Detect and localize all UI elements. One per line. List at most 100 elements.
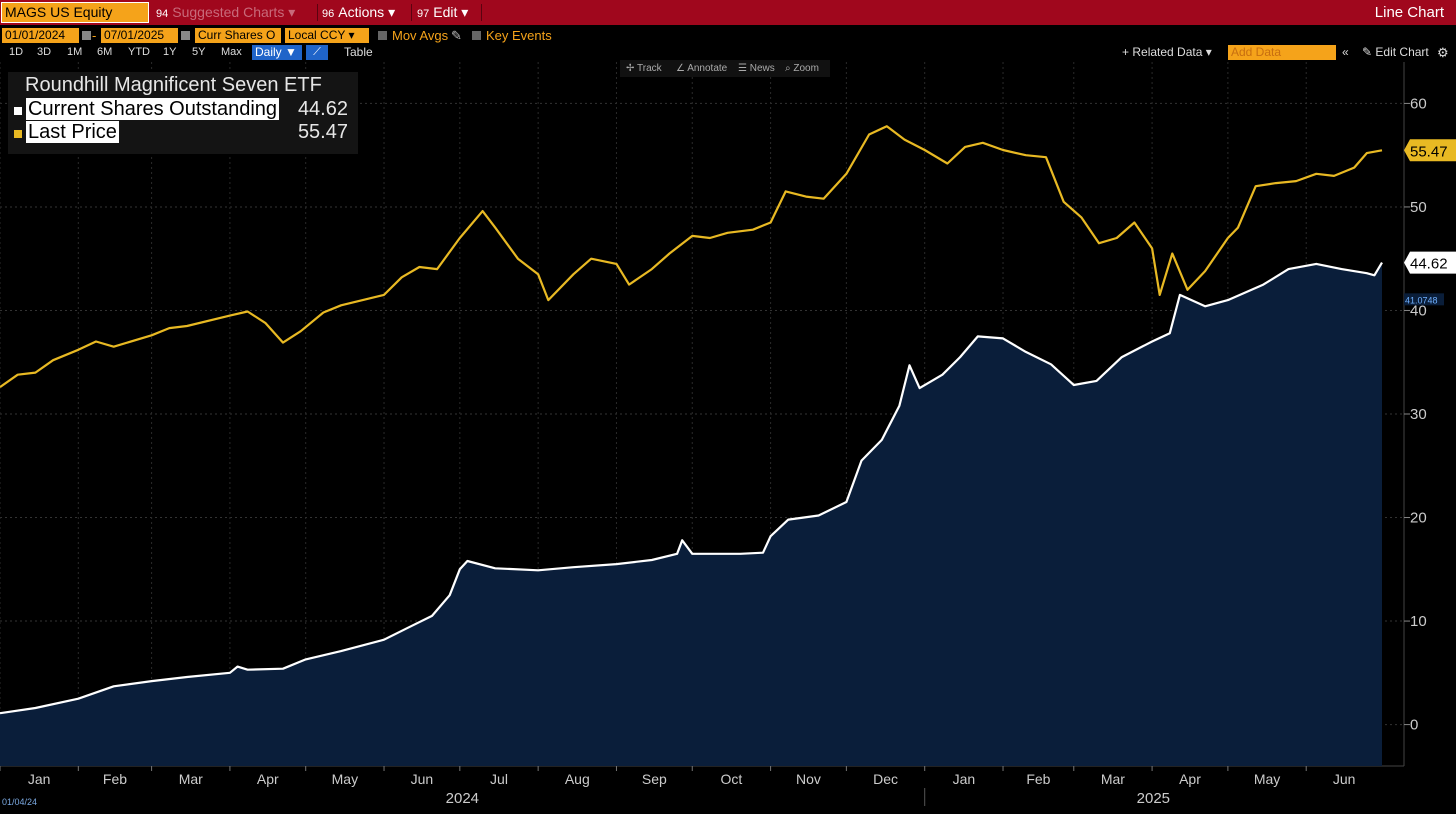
line-chart-icon[interactable]: ⟋ [306, 45, 328, 60]
toolbar-divider [411, 4, 412, 21]
field-select[interactable]: Curr Shares O [195, 28, 281, 43]
related-data-label: Related Data [1132, 45, 1203, 59]
key-events-checkbox[interactable] [472, 31, 481, 40]
mov-avgs-label: Mov Avgs [392, 28, 449, 43]
x-tick-label: May [1254, 771, 1280, 787]
edit-chart-button[interactable]: ✎ Edit Chart [1362, 45, 1429, 60]
ticker-input[interactable]: MAGS US Equity [1, 2, 149, 23]
x-tick-label: Jun [411, 771, 434, 787]
x-tick-label: Mar [179, 771, 203, 787]
year-label-2024: 2024 [446, 790, 479, 807]
currency-select-label: Local CCY [288, 28, 346, 42]
legend-value-price: 55.47 [297, 121, 348, 143]
chevron-down-icon: ▾ [1205, 45, 1212, 59]
last-value-tag-bg-shares [1404, 251, 1456, 274]
range-6m[interactable]: 6M [97, 46, 113, 58]
x-tick-label: Aug [565, 771, 590, 787]
pencil-icon[interactable]: ✎ [451, 28, 462, 43]
y-tick-label: 50 [1410, 199, 1427, 216]
mid-marker-bg [1404, 293, 1444, 306]
series-area-shares [0, 262, 1382, 766]
edit-number: 97 [417, 8, 430, 20]
track-tool[interactable]: ✢ Track [626, 61, 662, 76]
legend-label-shares: Current Shares Outstanding [26, 98, 280, 120]
y-tick-label: 40 [1410, 302, 1427, 319]
toolbar-divider [481, 4, 482, 21]
add-data-input[interactable]: Add Data [1228, 45, 1336, 60]
chevron-down-icon: ▾ [348, 28, 355, 42]
y-tick-label: 10 [1410, 613, 1427, 630]
crosshair-icon: ✢ [626, 63, 635, 74]
news-tool[interactable]: ☰ News [738, 61, 775, 76]
collapse-icon[interactable]: « [1342, 45, 1349, 59]
y-tick-label: 0 [1410, 717, 1418, 734]
plus-icon: + [1122, 45, 1130, 59]
x-tick-label: Feb [1026, 771, 1050, 787]
calendar-icon[interactable] [181, 31, 190, 40]
chart-type-title: Line Chart [1374, 4, 1444, 21]
news-icon: ☰ [738, 63, 747, 74]
legend-item-price[interactable]: Last Price 55.47 [12, 121, 354, 145]
range-5y[interactable]: 5Y [192, 46, 206, 58]
track-label: Track [637, 63, 662, 74]
last-value-tag-bg-price [1404, 139, 1456, 162]
x-tick-label: Feb [103, 771, 127, 787]
range-ytd[interactable]: YTD [128, 46, 150, 58]
legend-label-price: Last Price [26, 121, 119, 143]
zoom-icon: ⌕ [785, 63, 791, 74]
chart-legend: Roundhill Magnificent Seven ETF Current … [8, 72, 358, 154]
y-tick-label: 60 [1410, 95, 1427, 112]
suggested-charts-button[interactable]: 94 Suggested Charts ▾ [156, 0, 295, 25]
edit-label: Edit [433, 4, 458, 20]
period-select[interactable]: Daily ▼ [252, 45, 302, 60]
x-tick-label: May [332, 771, 358, 787]
last-value-tag-price: 55.47 [1404, 139, 1456, 162]
actions-button[interactable]: 96 Actions ▾ [322, 0, 395, 25]
y-tick-label: 30 [1410, 406, 1427, 423]
x-tick-label: Apr [1179, 771, 1201, 787]
zoom-label: Zoom [793, 63, 819, 74]
range-1y[interactable]: 1Y [163, 46, 177, 58]
chevron-down-icon: ▾ [288, 4, 296, 20]
legend-item-shares[interactable]: Current Shares Outstanding 44.62 [12, 98, 354, 122]
chevron-down-icon: ▾ [388, 4, 396, 20]
footer-date: 01/04/24 [2, 797, 37, 807]
series-line-price [0, 125, 1383, 389]
legend-value-shares: 44.62 [297, 98, 348, 120]
last-value-tag-text-price: 55.47 [1410, 143, 1448, 160]
last-value-tag-text-shares: 44.62 [1410, 256, 1448, 273]
x-tick-label: Nov [796, 771, 821, 787]
suggested-charts-label: Suggested Charts [172, 4, 285, 20]
range-max[interactable]: Max [221, 46, 242, 58]
chart-parameters-bar: 01/01/2024 - 07/01/2025 Curr Shares O Lo… [0, 26, 1456, 44]
chevron-down-icon: ▼ [285, 45, 297, 59]
x-tick-label: Jul [490, 771, 508, 787]
calendar-icon[interactable] [82, 31, 91, 40]
currency-select[interactable]: Local CCY ▾ [285, 28, 369, 43]
zoom-tool[interactable]: ⌕ Zoom [785, 61, 819, 76]
chart-tools-bar: ✢ Track ∠ Annotate ☰ News ⌕ Zoom [620, 60, 830, 77]
mov-avgs-checkbox[interactable] [378, 31, 387, 40]
x-tick-label: Sep [642, 771, 667, 787]
period-select-label: Daily [255, 45, 282, 59]
range-3d[interactable]: 3D [37, 46, 52, 58]
gear-icon[interactable]: ⚙ [1437, 45, 1449, 60]
range-1m[interactable]: 1M [67, 46, 83, 58]
mid-marker-label: 41.0748 [1405, 295, 1438, 305]
edit-chart-label: Edit Chart [1375, 45, 1429, 59]
edit-button[interactable]: 97 Edit ▾ [417, 0, 468, 25]
start-date-input[interactable]: 01/01/2024 [2, 28, 79, 43]
related-data-button[interactable]: + Related Data ▾ [1122, 45, 1212, 60]
date-separator: - [92, 28, 97, 43]
range-1d[interactable]: 1D [9, 46, 24, 58]
x-tick-label: Jan [953, 771, 976, 787]
x-tick-label: Dec [873, 771, 898, 787]
end-date-input[interactable]: 07/01/2025 [101, 28, 178, 43]
series-line-shares [0, 262, 1383, 715]
y-tick-label: 20 [1410, 510, 1427, 527]
table-button[interactable]: Table [344, 45, 373, 59]
annotate-tool[interactable]: ∠ Annotate [676, 61, 727, 76]
actions-number: 96 [322, 8, 335, 20]
legend-swatch-price [14, 130, 22, 138]
